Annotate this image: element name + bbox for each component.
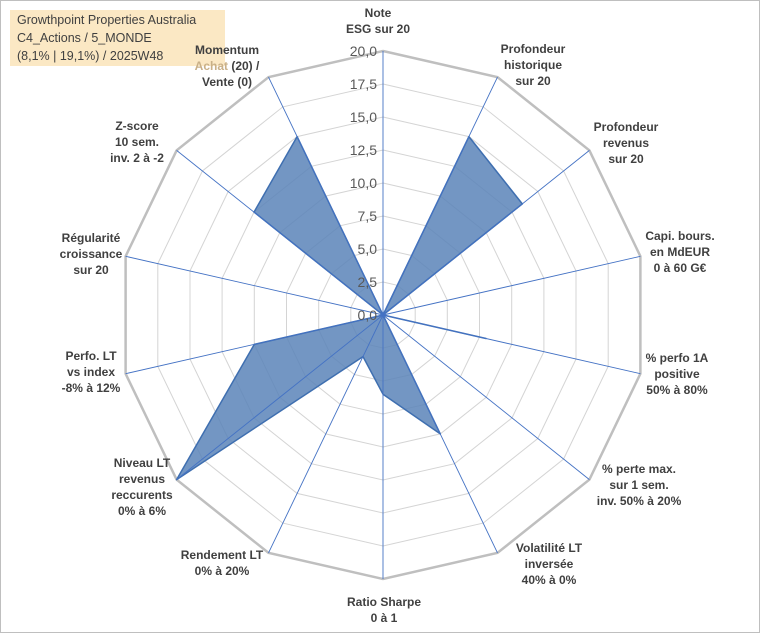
radar-axis-labels: Note ESG sur 20 Profondeur historique sur 20… <box>60 6 715 625</box>
label-line: sur 20 <box>515 74 551 88</box>
label-line: en MdEUR <box>650 245 710 259</box>
spoke-4 <box>382 314 641 375</box>
label-line: Perfo. LT <box>65 349 117 363</box>
label-line: Volatilité LT <box>516 541 583 555</box>
label-line: -8% à 12% <box>62 381 121 395</box>
axis-label-3: Capi. bours. en MdEUR 0 à 60 G€ <box>645 229 714 275</box>
radar-tick-labels: 0,0 2,5 5,0 7,5 10,0 12,5 15,0 17,5 20,0 <box>350 43 377 323</box>
tick-label: 12,5 <box>350 142 377 158</box>
label-line: Niveau LT <box>114 456 171 470</box>
label-line: Profondeur <box>594 120 659 134</box>
spoke-5 <box>382 314 590 480</box>
chart-title-line-1: Growthpoint Properties Australia <box>17 13 197 27</box>
axis-label-9: Niveau LT revenus reccurents 0% à 6% <box>111 456 173 518</box>
label-line: Vente (0) <box>202 75 252 89</box>
spoke-10 <box>125 314 384 375</box>
label-line: 10 sem. <box>115 135 159 149</box>
label-line: positive <box>654 367 700 381</box>
label-line: Z-score <box>115 119 159 133</box>
label-line: revenus <box>119 472 165 486</box>
chart-title-line-2: C4_Actions / 5_MONDE <box>17 31 152 45</box>
label-line: Note <box>365 6 392 20</box>
axis-label-8: Rendement LT 0% à 20% <box>181 548 264 578</box>
label-line: Rendement LT <box>181 548 264 562</box>
spoke-3 <box>382 255 641 316</box>
axis-label-12: Z-score 10 sem. inv. 2 à -2 <box>110 119 164 165</box>
axis-label-4: % perfo 1A positive 50% à 80% <box>646 351 709 397</box>
chart-title-box: Growthpoint Properties Australia C4_Acti… <box>10 10 225 66</box>
label-line: historique <box>504 58 562 72</box>
tick-label: 2,5 <box>358 274 378 290</box>
tick-label: 20,0 <box>350 43 377 59</box>
label-line: croissance <box>60 247 123 261</box>
radar-spokes <box>125 51 641 579</box>
label-line: 40% à 0% <box>522 573 577 587</box>
label-line: inv. 2 à -2 <box>110 151 164 165</box>
axis-label-0: Note ESG sur 20 <box>346 6 410 36</box>
tick-label: 17,5 <box>350 76 377 92</box>
axis-label-2: Profondeur revenus sur 20 <box>594 120 659 166</box>
spoke-13 <box>268 76 384 316</box>
tick-label: 0,0 <box>358 307 378 323</box>
label-line: inversée <box>525 557 574 571</box>
spoke-1 <box>382 76 498 316</box>
label-line: inv. 50% à 20% <box>597 494 682 508</box>
label-line: sur 20 <box>73 263 109 277</box>
spoke-2 <box>382 150 590 316</box>
axis-label-6: Volatilité LT inversée 40% à 0% <box>516 541 583 587</box>
label-line: Ratio Sharpe <box>347 595 421 609</box>
label-line: vs index <box>67 365 115 379</box>
tick-label: 7,5 <box>358 208 378 224</box>
label-line: % perfo 1A <box>646 351 709 365</box>
axis-label-7: Ratio Sharpe 0 à 1 <box>347 595 421 625</box>
axis-label-1: Profondeur historique sur 20 <box>501 42 566 88</box>
tick-label: 15,0 <box>350 109 377 125</box>
label-line: 0% à 6% <box>118 504 166 518</box>
label-line: sur 20 <box>608 152 644 166</box>
label-line: Capi. bours. <box>645 229 714 243</box>
spoke-9 <box>176 314 384 480</box>
spoke-11 <box>125 255 384 316</box>
label-line: 0 à 60 G€ <box>654 261 707 275</box>
spoke-8 <box>268 314 384 554</box>
label-line: Régularité <box>62 231 121 245</box>
label-line: sur 1 sem. <box>609 478 668 492</box>
axis-label-11: Régularité croissance sur 20 <box>60 231 123 277</box>
tick-label: 5,0 <box>358 241 378 257</box>
axis-label-10: Perfo. LT vs index -8% à 12% <box>62 349 121 395</box>
label-line: (20) / <box>228 59 260 73</box>
label-line: 50% à 80% <box>646 383 708 397</box>
chart-title-line-3: (8,1% | 19,1%) / 2025W48 <box>17 49 164 63</box>
label-line: % perte max. <box>602 462 676 476</box>
highlight-word: Achat <box>195 59 228 73</box>
axis-label-5: % perte max. sur 1 sem. inv. 50% à 20% <box>597 462 682 508</box>
label-line: 0 à 1 <box>371 611 398 625</box>
label-line: revenus <box>603 136 649 150</box>
spoke-6 <box>382 314 498 554</box>
axis-label-13: Momentum Achat (20) / Vente (0) <box>195 43 260 89</box>
tick-label: 10,0 <box>350 175 377 191</box>
label-line: 0% à 20% <box>195 564 250 578</box>
label-line: Profondeur <box>501 42 566 56</box>
label-line: Momentum <box>195 43 259 57</box>
spoke-12 <box>176 150 384 316</box>
label-line: ESG sur 20 <box>346 22 410 36</box>
label-line: reccurents <box>111 488 173 502</box>
